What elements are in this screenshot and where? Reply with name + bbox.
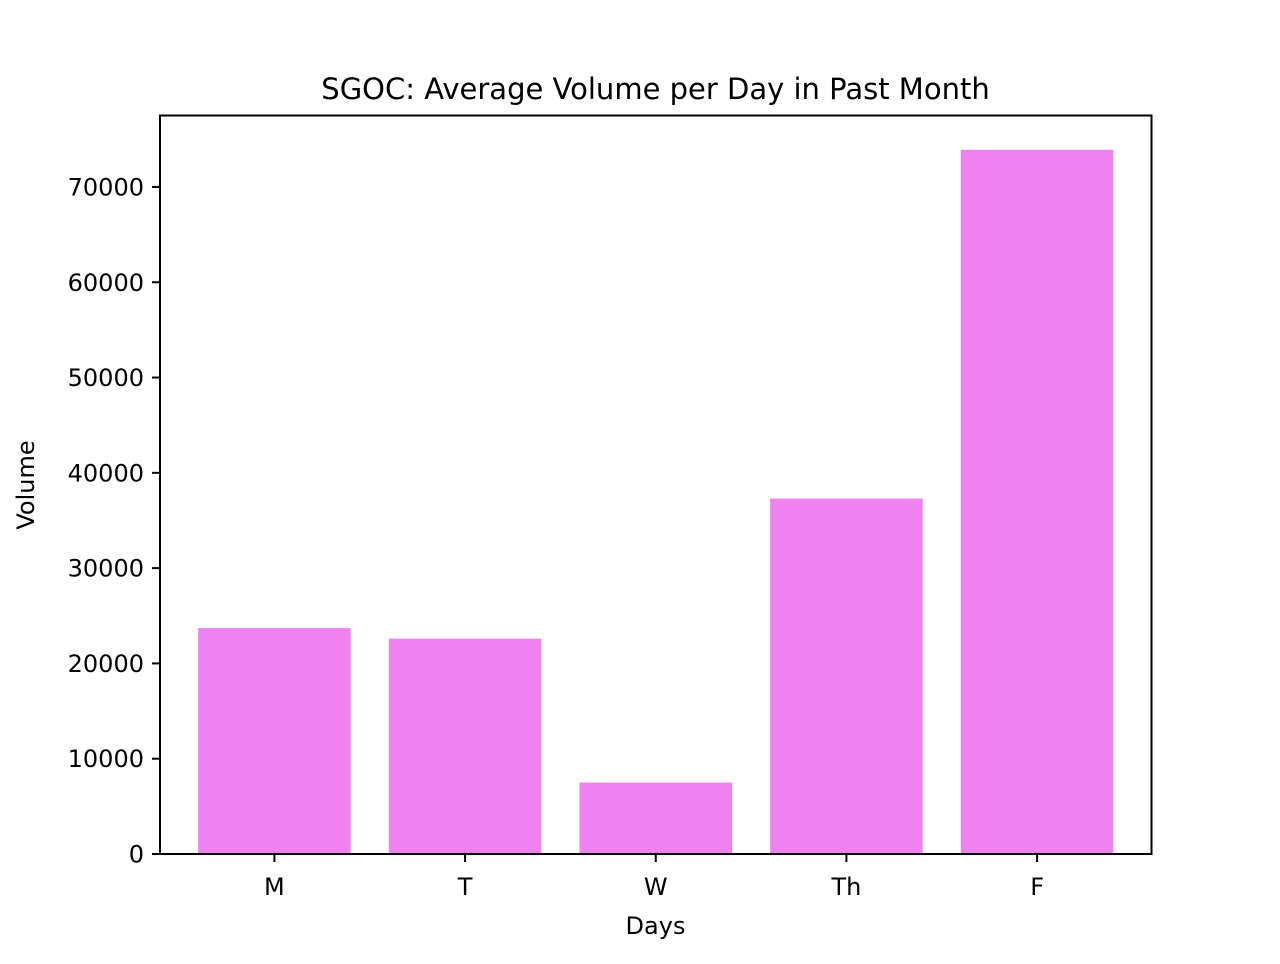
y-tick-label: 40000 bbox=[68, 459, 144, 487]
bar-m bbox=[198, 628, 351, 854]
y-tick-label: 10000 bbox=[68, 745, 144, 773]
y-tick-label: 50000 bbox=[68, 364, 144, 392]
y-axis-title: Volume bbox=[12, 440, 40, 529]
bar-t bbox=[388, 638, 542, 854]
chart-title: SGOC: Average Volume per Day in Past Mon… bbox=[321, 72, 989, 106]
y-axis-ticks: 0 10000 20000 30000 40000 50000 60000 70000 bbox=[68, 173, 160, 869]
x-axis-ticks: M T W Th F bbox=[264, 854, 1044, 901]
x-axis-title: Days bbox=[626, 912, 686, 940]
y-tick-label: 30000 bbox=[68, 555, 144, 583]
bar-th bbox=[770, 498, 923, 854]
y-tick-label: 70000 bbox=[68, 173, 144, 201]
x-tick-label: Th bbox=[830, 873, 861, 901]
x-tick-label: F bbox=[1030, 873, 1044, 901]
bars-layer bbox=[198, 149, 1114, 855]
x-tick-label: M bbox=[264, 873, 285, 901]
y-tick-label: 0 bbox=[129, 841, 144, 869]
x-tick-label: W bbox=[644, 873, 668, 901]
x-tick-label: T bbox=[457, 873, 473, 901]
y-tick-label: 60000 bbox=[68, 269, 144, 297]
bar-f bbox=[960, 149, 1114, 855]
bar-w bbox=[579, 782, 733, 854]
y-tick-label: 20000 bbox=[68, 650, 144, 678]
